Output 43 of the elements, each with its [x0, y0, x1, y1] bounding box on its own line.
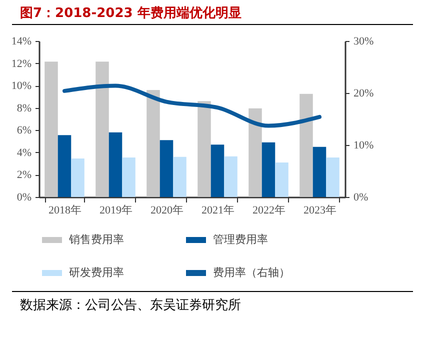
bar [96, 62, 109, 197]
bar [300, 94, 313, 197]
y-tick-label: 8% [16, 102, 32, 114]
bar [122, 157, 136, 197]
bar [224, 156, 238, 197]
y-tick-label: 14% [11, 36, 32, 48]
x-tick-label: 2022年 [252, 204, 286, 216]
bar [71, 158, 84, 197]
legend-label: 费用率（右轴） [213, 266, 290, 279]
y-tick-label: 12% [11, 58, 32, 70]
bar [275, 162, 288, 197]
bar [160, 140, 174, 197]
bar [198, 101, 211, 197]
y-tick-label: 6% [16, 124, 32, 137]
legend-label: 管理费用率 [213, 233, 268, 246]
x-tick-label: 2018年 [48, 204, 82, 216]
bar [262, 142, 276, 197]
x-tick-label: 2020年 [150, 204, 184, 216]
x-tick-label: 2021年 [202, 204, 234, 216]
x-tick-label: 2019年 [100, 204, 132, 216]
x-tick-label: 2023年 [304, 204, 336, 216]
bar [44, 62, 58, 197]
line-series [62, 84, 322, 128]
y-tick-label: 10% [11, 80, 32, 92]
bar [58, 135, 72, 197]
y2-tick-label: 30% [354, 36, 374, 48]
chart-title: 图7：2018-2023 年费用端优化明显 [12, 0, 413, 25]
bar [146, 90, 160, 197]
bar [248, 108, 262, 197]
y2-tick-label: 20% [354, 88, 374, 100]
legend-label: 研发费用率 [69, 266, 124, 279]
y2-tick-label: 10% [354, 140, 374, 152]
y2-tick-label: 0% [354, 192, 368, 204]
legend-label: 销售费用率 [68, 233, 124, 246]
y-tick-label: 4% [16, 146, 32, 159]
bar [108, 132, 122, 197]
bar [210, 144, 224, 197]
bar [326, 157, 340, 197]
y-tick-label: 2% [16, 169, 32, 182]
source-note: 数据来源：公司公告、东吴证券研究所 [12, 291, 413, 318]
y-tick-label: 0% [16, 192, 32, 204]
bar [312, 146, 326, 197]
bar [173, 156, 186, 197]
